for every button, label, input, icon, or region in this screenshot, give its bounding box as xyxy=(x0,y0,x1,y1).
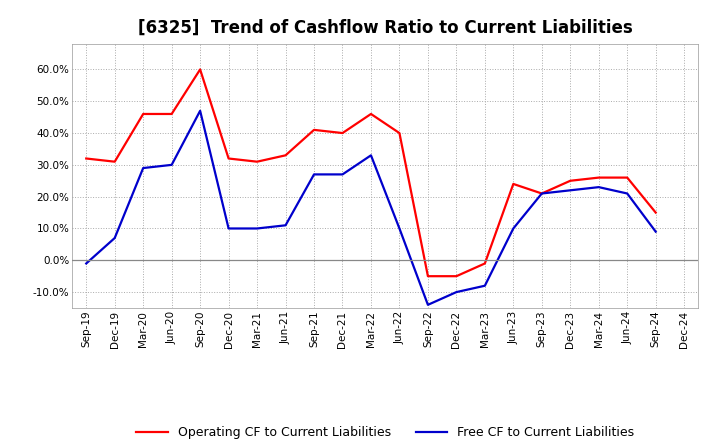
Line: Operating CF to Current Liabilities: Operating CF to Current Liabilities xyxy=(86,70,656,276)
Free CF to Current Liabilities xyxy=(253,226,261,231)
Free CF to Current Liabilities xyxy=(366,153,375,158)
Operating CF to Current Liabilities xyxy=(196,67,204,72)
Free CF to Current Liabilities xyxy=(480,283,489,288)
Operating CF to Current Liabilities xyxy=(338,130,347,136)
Free CF to Current Liabilities xyxy=(652,229,660,235)
Free CF to Current Liabilities xyxy=(537,191,546,196)
Operating CF to Current Liabilities xyxy=(595,175,603,180)
Free CF to Current Liabilities xyxy=(509,226,518,231)
Operating CF to Current Liabilities xyxy=(480,261,489,266)
Free CF to Current Liabilities xyxy=(139,165,148,171)
Operating CF to Current Liabilities xyxy=(423,274,432,279)
Free CF to Current Liabilities xyxy=(282,223,290,228)
Free CF to Current Liabilities xyxy=(310,172,318,177)
Operating CF to Current Liabilities xyxy=(452,274,461,279)
Line: Free CF to Current Liabilities: Free CF to Current Liabilities xyxy=(86,111,656,305)
Title: [6325]  Trend of Cashflow Ratio to Current Liabilities: [6325] Trend of Cashflow Ratio to Curren… xyxy=(138,19,633,37)
Free CF to Current Liabilities xyxy=(225,226,233,231)
Free CF to Current Liabilities xyxy=(82,261,91,266)
Operating CF to Current Liabilities xyxy=(139,111,148,117)
Operating CF to Current Liabilities xyxy=(623,175,631,180)
Free CF to Current Liabilities xyxy=(196,108,204,114)
Operating CF to Current Liabilities xyxy=(566,178,575,183)
Operating CF to Current Liabilities xyxy=(509,181,518,187)
Legend: Operating CF to Current Liabilities, Free CF to Current Liabilities: Operating CF to Current Liabilities, Fre… xyxy=(136,426,634,439)
Operating CF to Current Liabilities xyxy=(110,159,119,164)
Free CF to Current Liabilities xyxy=(423,302,432,308)
Operating CF to Current Liabilities xyxy=(225,156,233,161)
Operating CF to Current Liabilities xyxy=(310,127,318,132)
Free CF to Current Liabilities xyxy=(595,184,603,190)
Free CF to Current Liabilities xyxy=(167,162,176,168)
Operating CF to Current Liabilities xyxy=(253,159,261,164)
Free CF to Current Liabilities xyxy=(110,235,119,241)
Free CF to Current Liabilities xyxy=(566,188,575,193)
Operating CF to Current Liabilities xyxy=(82,156,91,161)
Free CF to Current Liabilities xyxy=(338,172,347,177)
Operating CF to Current Liabilities xyxy=(395,130,404,136)
Operating CF to Current Liabilities xyxy=(537,191,546,196)
Operating CF to Current Liabilities xyxy=(652,210,660,215)
Free CF to Current Liabilities xyxy=(623,191,631,196)
Free CF to Current Liabilities xyxy=(452,290,461,295)
Operating CF to Current Liabilities xyxy=(366,111,375,117)
Operating CF to Current Liabilities xyxy=(282,153,290,158)
Free CF to Current Liabilities xyxy=(395,226,404,231)
Operating CF to Current Liabilities xyxy=(167,111,176,117)
